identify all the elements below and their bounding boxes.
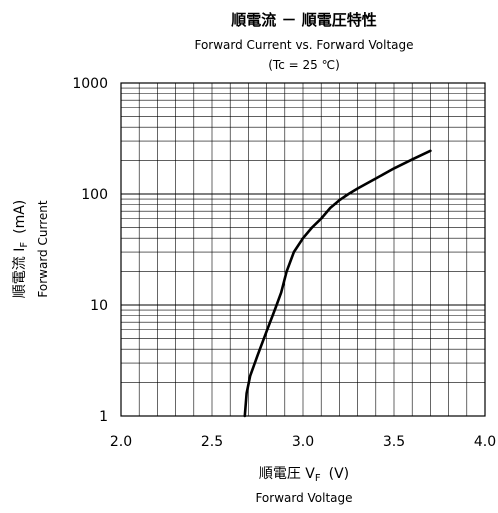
y-tick-label: 1000 bbox=[72, 76, 108, 92]
x-axis-label-subscript: F bbox=[315, 473, 321, 484]
x-tick-labels: 2.0 2.5 3.0 3.5 4.0 bbox=[110, 434, 496, 450]
x-axis-label: 順電圧 VF (V) bbox=[259, 466, 349, 484]
y-tick-labels: 1 10 100 1000 bbox=[72, 76, 108, 425]
x-tick-label: 4.0 bbox=[474, 434, 496, 450]
x-axis-label-main: 順電圧 V bbox=[259, 466, 315, 482]
x-axis-label-en: Forward Voltage bbox=[255, 491, 352, 505]
x-tick-label: 2.5 bbox=[201, 434, 223, 450]
chart-subtitle: Forward Current vs. Forward Voltage bbox=[194, 38, 413, 52]
y-tick-label: 1 bbox=[99, 409, 108, 425]
y-axis-label-en: Forward Current bbox=[36, 200, 50, 297]
x-tick-label: 3.5 bbox=[383, 434, 405, 450]
y-axis-label-subscript: F bbox=[19, 242, 30, 248]
x-axis-label-unit: (V) bbox=[329, 466, 350, 482]
chart-title: 順電流 － 順電圧特性 bbox=[230, 11, 376, 29]
x-tick-label: 2.0 bbox=[110, 434, 132, 450]
plot-frame bbox=[120, 82, 486, 417]
y-tick-label: 100 bbox=[81, 187, 108, 203]
forward-current-curve bbox=[243, 149, 432, 418]
y-axis-label-main: 順電流 I bbox=[12, 248, 28, 299]
x-tick-label: 3.0 bbox=[292, 434, 314, 450]
y-axis-label: 順電流 IF (mA) bbox=[12, 200, 30, 299]
chart-condition: (Tc = 25 ℃) bbox=[268, 58, 340, 72]
y-axis-label-unit: (mA) bbox=[12, 200, 28, 234]
grid-lines bbox=[121, 83, 485, 416]
y-tick-label: 10 bbox=[90, 298, 108, 314]
